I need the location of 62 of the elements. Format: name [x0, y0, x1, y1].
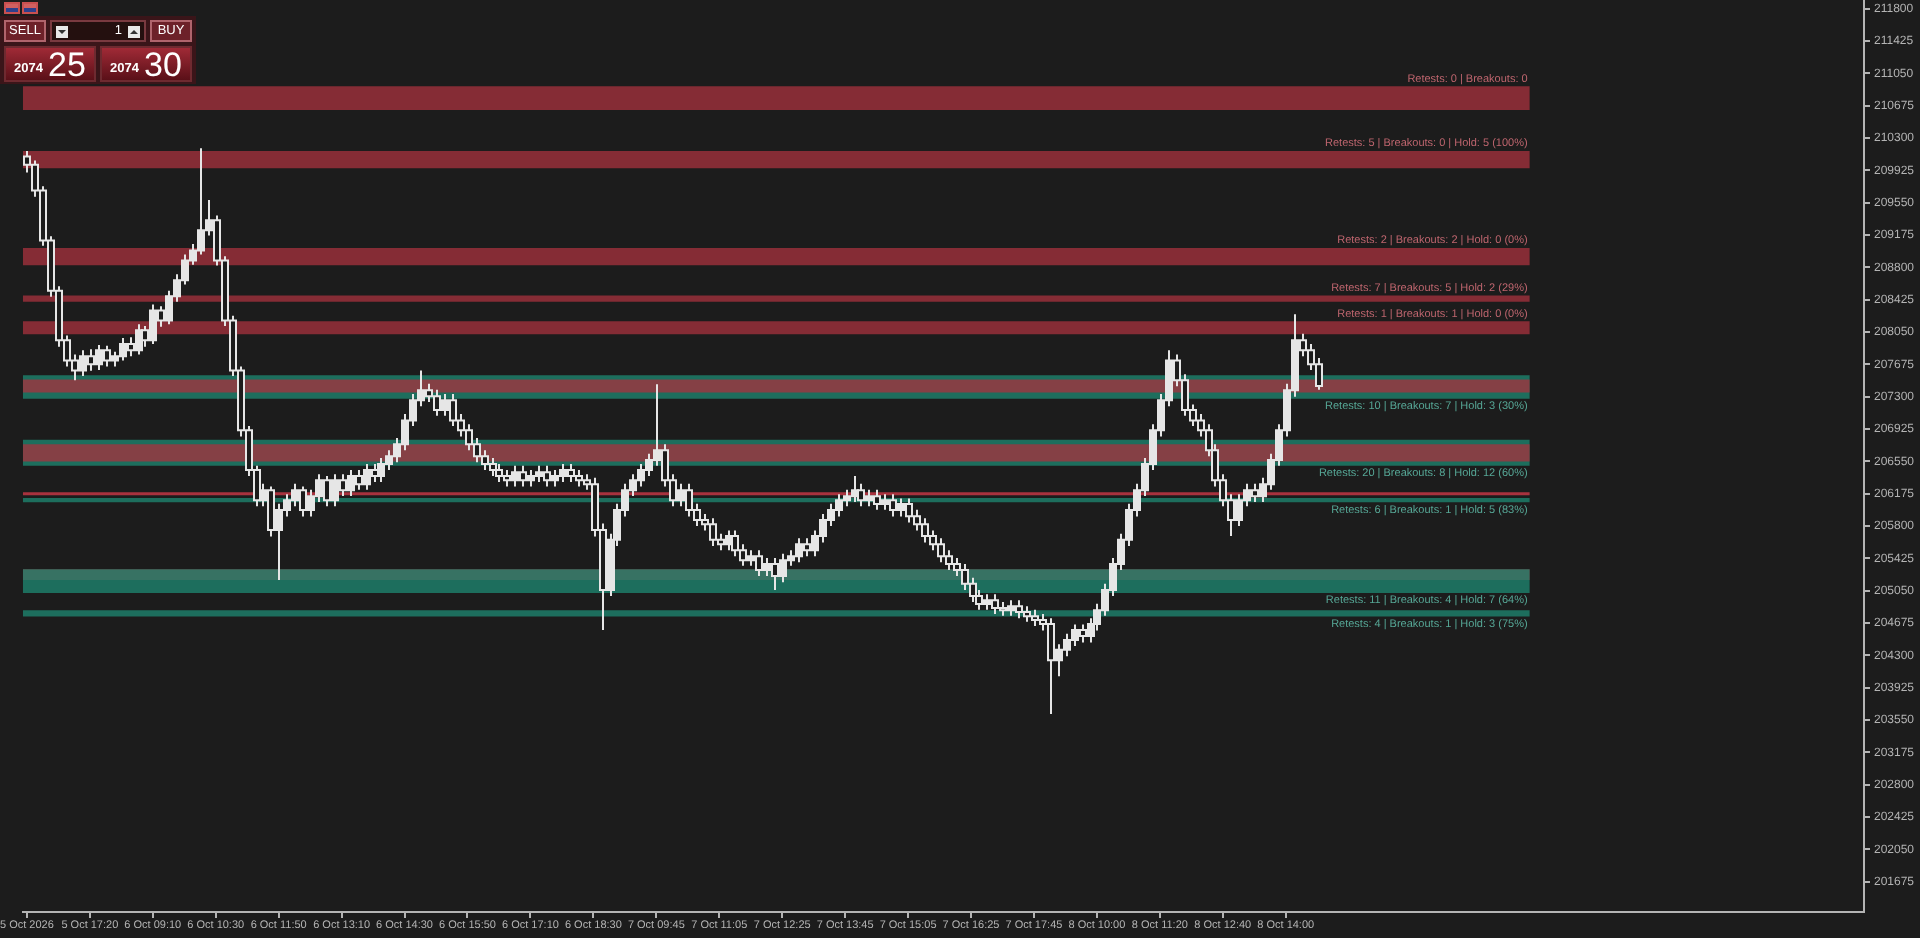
candlestick	[489, 456, 497, 478]
candlestick	[103, 344, 111, 368]
candlestick	[363, 462, 371, 491]
candlestick	[991, 593, 999, 616]
candlestick	[881, 493, 889, 511]
candlestick	[725, 529, 733, 552]
candlestick	[95, 343, 103, 371]
candlestick	[771, 556, 779, 591]
candlestick	[1007, 599, 1015, 617]
candlestick	[983, 593, 991, 611]
candlestick	[1251, 482, 1259, 503]
candlestick	[135, 323, 143, 356]
annotation: 30	[144, 46, 182, 84]
candlestick	[999, 600, 1007, 617]
candlestick	[323, 475, 331, 508]
candlestick	[731, 529, 739, 558]
candlestick	[889, 493, 897, 518]
candlestick	[1079, 623, 1087, 644]
candlestick	[355, 469, 363, 491]
candlestick	[575, 469, 583, 488]
candlestick	[905, 497, 913, 524]
candlestick	[503, 469, 511, 488]
candlestick	[377, 456, 385, 484]
candlestick	[857, 482, 865, 508]
candlestick	[1047, 617, 1055, 716]
candlestick	[79, 349, 87, 378]
candlestick	[149, 303, 157, 346]
candlestick	[543, 464, 551, 488]
candlestick	[519, 464, 527, 488]
candlestick	[873, 488, 881, 511]
candlestick	[535, 464, 543, 484]
candlestick	[779, 552, 787, 584]
candlestick	[835, 493, 843, 518]
candlestick	[559, 462, 567, 484]
candlestick	[299, 485, 307, 518]
candlestick	[551, 469, 559, 488]
candlestick	[637, 462, 645, 488]
candlestick	[865, 488, 873, 508]
candlestick	[511, 464, 519, 488]
candlestick	[527, 469, 535, 488]
candlestick	[795, 537, 803, 564]
candlestick	[921, 517, 929, 544]
candlestick	[1023, 605, 1031, 623]
candlestick	[567, 462, 575, 484]
candlestick	[119, 337, 127, 362]
candlestick	[1031, 608, 1039, 628]
candlestick	[87, 348, 95, 372]
candlestick	[755, 549, 763, 578]
candlestick	[495, 462, 503, 484]
candlestick	[347, 469, 355, 497]
candlestick	[709, 517, 717, 547]
candlestick	[937, 537, 945, 564]
candlestick	[433, 388, 441, 417]
candlestick	[803, 537, 811, 558]
candlestick	[371, 462, 379, 484]
candlestick	[331, 473, 339, 508]
candlestick	[449, 393, 457, 428]
candlestick	[851, 475, 859, 503]
candlestick	[685, 482, 693, 518]
candlestick	[1015, 599, 1023, 620]
annotation: 25	[48, 46, 86, 84]
candlestick	[897, 497, 905, 518]
